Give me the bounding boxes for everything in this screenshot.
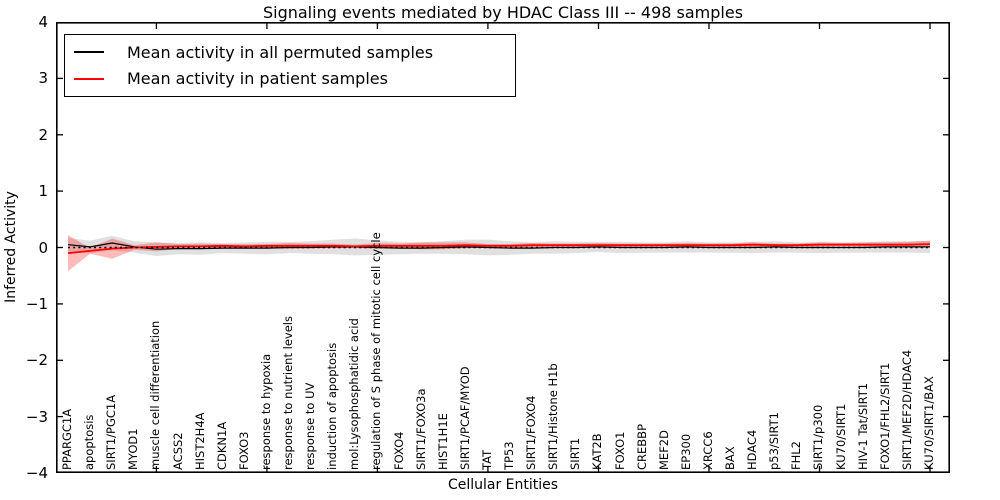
x-tick-label: MYOD1 xyxy=(126,428,141,470)
x-tick-label: TAT xyxy=(479,449,494,470)
x-tick-label: SIRT1/FOXO3a xyxy=(413,388,428,470)
x-tick-label: response to hypoxia xyxy=(258,353,273,470)
x-tick-label: regulation of S phase of mitotic cell cy… xyxy=(369,232,384,470)
x-tick-label: MEF2D xyxy=(656,430,671,470)
x-tick-label: SIRT1/p300 xyxy=(811,404,826,470)
chart-title: Signaling events mediated by HDAC Class … xyxy=(262,3,744,22)
x-tick-label: CDKN1A xyxy=(214,421,229,470)
legend-label-permuted: Mean activity in all permuted samples xyxy=(127,42,434,62)
x-tick-label: FOXO1/FHL2/SIRT1 xyxy=(877,362,892,470)
x-tick-label: mol:Lysophosphatidic acid xyxy=(347,318,362,470)
x-tick-label: KAT2B xyxy=(590,433,605,470)
y-tick-label: −1 xyxy=(25,294,48,313)
plot-area xyxy=(56,22,950,473)
x-tick-label: ACSS2 xyxy=(170,432,185,470)
x-tick-label: CREBBP xyxy=(634,424,649,470)
x-tick-label: SIRT1/FOXO4 xyxy=(524,395,539,470)
y-tick-label: 2 xyxy=(38,125,48,144)
y-tick-label: −2 xyxy=(25,351,48,370)
x-tick-label: FHL2 xyxy=(789,441,804,470)
x-tick-label: SIRT1 xyxy=(568,437,583,470)
x-tick-label: apoptosis xyxy=(82,414,97,470)
std-band xyxy=(68,235,930,272)
x-tick-label: p53/SIRT1 xyxy=(767,412,782,470)
y-tick-label: 0 xyxy=(38,238,48,257)
x-tick-label: FOXO3 xyxy=(236,431,251,470)
legend-line-sample-red-icon xyxy=(74,77,104,80)
legend-line-sample-black-icon xyxy=(74,51,104,54)
x-tick-label: SIRT1/Histone H1b xyxy=(546,363,561,470)
y-tick-label: 3 xyxy=(38,69,48,88)
y-tick-label: −3 xyxy=(25,407,48,426)
x-tick-label: XRCC6 xyxy=(700,431,715,470)
legend-item-permuted: Mean activity in all permuted samples xyxy=(65,43,515,62)
x-tick-label: HIST1H1E xyxy=(435,413,450,470)
x-tick-label: response to nutrient levels xyxy=(281,316,296,470)
x-tick-label: HDAC4 xyxy=(745,429,760,470)
mean-line xyxy=(67,243,931,254)
x-tick-label: SIRT1/MEF2D/HDAC4 xyxy=(899,349,914,470)
x-tick-label: KU70/SIRT1 xyxy=(833,403,848,470)
x-tick-label: response to UV xyxy=(303,382,318,470)
x-tick-label: TP53 xyxy=(502,441,517,470)
x-tick-label: PPARGC1A xyxy=(60,408,74,470)
x-tick-label: BAX xyxy=(723,446,738,470)
legend-item-patient: Mean activity in patient samples xyxy=(65,69,515,88)
x-tick-label: EP300 xyxy=(678,433,693,470)
legend: Mean activity in all permuted samples Me… xyxy=(64,34,516,97)
legend-label-patient: Mean activity in patient samples xyxy=(127,69,388,89)
x-tick-label: SIRT1/PCAF/MYOD xyxy=(457,366,472,470)
y-tick-label: 1 xyxy=(38,182,48,201)
x-tick-label: muscle cell differentiation xyxy=(148,320,163,470)
x-tick-label: HIST2H4A xyxy=(192,412,207,470)
x-tick-label: FOXO4 xyxy=(391,431,406,470)
y-tick-label: 4 xyxy=(38,13,48,31)
x-axis-label: Cellular Entities xyxy=(447,477,559,493)
x-tick-label: KU70/SIRT1/BAX xyxy=(922,376,936,470)
x-tick-label: induction of apoptosis xyxy=(325,342,340,470)
x-tick-label: SIRT1/PGC1A xyxy=(104,394,119,470)
x-tick-label: FOXO1 xyxy=(612,431,627,470)
y-tick-label: −4 xyxy=(25,464,48,482)
x-tick-label: HIV-1 Tat/SIRT1 xyxy=(855,382,870,470)
